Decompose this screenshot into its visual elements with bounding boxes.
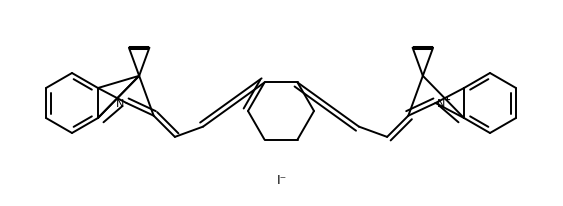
Text: +: + (443, 94, 450, 103)
Text: N: N (437, 98, 446, 109)
Text: N: N (117, 98, 124, 109)
Text: I⁻: I⁻ (276, 173, 287, 186)
